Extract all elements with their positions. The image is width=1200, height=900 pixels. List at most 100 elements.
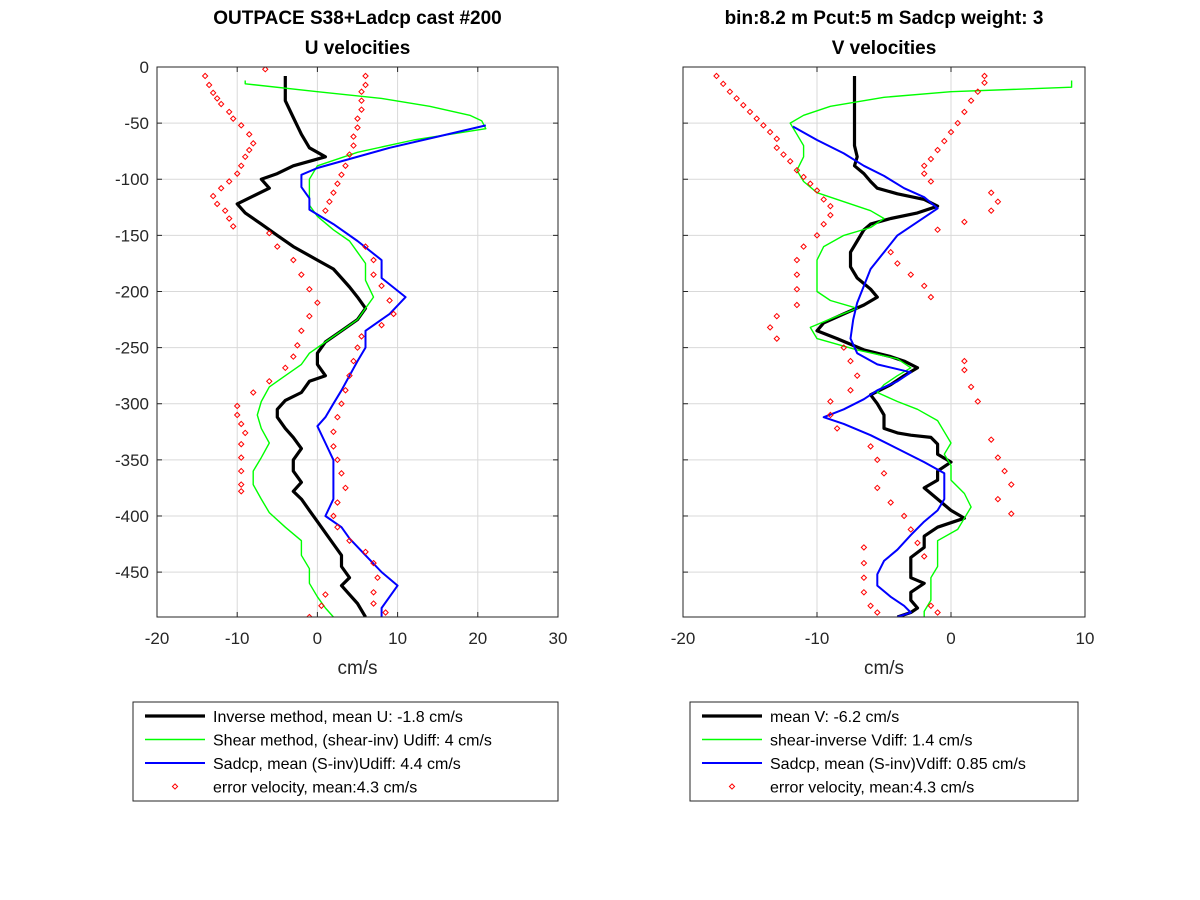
error-velocity-marker xyxy=(827,211,834,219)
error-velocity-marker xyxy=(987,207,995,214)
error-velocity-marker xyxy=(294,342,301,349)
error-velocity-marker xyxy=(873,609,881,616)
error-velocity-marker xyxy=(322,207,329,214)
x-axis-label: cm/s xyxy=(337,658,377,679)
error-velocity-marker xyxy=(987,189,995,197)
error-velocity-marker xyxy=(346,372,353,379)
error-velocity-marker xyxy=(847,386,854,394)
error-velocity-marker xyxy=(241,429,249,437)
error-velocity-marker xyxy=(1001,467,1008,475)
error-velocity-marker xyxy=(860,544,868,551)
error-velocity-marker xyxy=(967,383,975,391)
error-velocity-marker xyxy=(954,119,962,127)
error-velocity-marker xyxy=(840,344,848,351)
error-velocity-marker xyxy=(354,124,361,131)
y-tick-label: 0 xyxy=(140,58,149,77)
error-velocity-marker xyxy=(241,153,249,161)
legend-box xyxy=(132,701,559,802)
x-tick-label: 0 xyxy=(313,629,322,648)
error-velocity-marker xyxy=(920,162,928,170)
error-velocity-marker xyxy=(920,170,928,177)
error-velocity-marker xyxy=(940,137,948,145)
error-velocity-marker xyxy=(229,115,237,122)
plot-area xyxy=(683,67,1085,617)
error-velocity-marker xyxy=(860,559,868,567)
error-velocity-marker xyxy=(330,512,337,520)
error-velocity-marker xyxy=(981,79,988,87)
error-velocity-marker xyxy=(358,88,365,96)
error-velocity-marker xyxy=(338,470,345,477)
error-velocity-marker xyxy=(233,170,241,177)
error-velocity-marker xyxy=(370,271,377,278)
error-velocity-marker xyxy=(873,456,881,464)
error-velocity-marker xyxy=(273,243,281,250)
axes-box xyxy=(682,66,1086,618)
axes-box xyxy=(156,66,559,618)
error-velocity-marker xyxy=(746,108,754,116)
error-velocity-marker xyxy=(290,353,297,360)
error-velocity-marker xyxy=(237,162,245,170)
error-velocity-marker xyxy=(813,187,821,194)
error-velocity-marker xyxy=(209,192,217,200)
error-velocity-marker xyxy=(981,72,988,80)
error-velocity-marker xyxy=(773,335,781,342)
error-velocity-marker xyxy=(318,602,325,610)
error-velocity-marker xyxy=(370,588,377,596)
x-tick-label: 20 xyxy=(468,629,487,648)
error-velocity-marker xyxy=(362,243,369,250)
error-velocity-marker xyxy=(378,321,385,329)
error-velocity-marker xyxy=(860,574,868,582)
error-velocity-marker xyxy=(334,413,341,421)
series-group xyxy=(201,67,487,617)
series-group xyxy=(713,72,1073,617)
error-velocity-marker xyxy=(920,553,928,560)
error-velocity-marker xyxy=(370,559,377,567)
error-velocity-marker xyxy=(386,297,393,304)
error-velocity-marker xyxy=(947,128,955,136)
error-velocity-marker xyxy=(358,97,365,104)
x-tick-label: -10 xyxy=(805,629,830,648)
legend-marker-error xyxy=(728,783,736,790)
error-velocity-marker xyxy=(334,523,341,531)
error-velocity-marker xyxy=(773,312,781,320)
error-velocity-marker xyxy=(265,377,273,385)
inverse-series-line xyxy=(235,76,368,617)
error-velocity-marker xyxy=(793,285,801,293)
error-velocity-marker xyxy=(961,218,968,226)
error-velocity-marker xyxy=(793,271,801,278)
shear-series-line xyxy=(789,80,1073,617)
error-velocity-marker xyxy=(237,420,245,428)
error-velocity-marker xyxy=(827,202,834,210)
error-velocity-marker xyxy=(237,122,245,129)
error-velocity-marker xyxy=(362,548,369,556)
legend: mean V: -6.2 cm/s shear-inverse Vdiff: 1.… xyxy=(689,701,1079,802)
error-velocity-marker xyxy=(225,108,233,116)
y-tick-label: -300 xyxy=(115,395,149,414)
error-velocity-marker xyxy=(342,386,349,394)
error-velocity-marker xyxy=(237,454,245,461)
error-velocity-marker xyxy=(1007,481,1015,488)
error-velocity-marker xyxy=(290,256,297,264)
error-velocity-marker xyxy=(813,232,821,239)
error-velocity-marker xyxy=(793,301,801,309)
chart-title: bin:8.2 m Pcut:5 m Sadcp weight: 3 xyxy=(725,8,1044,29)
error-velocity-marker xyxy=(934,609,941,616)
error-velocity-marker xyxy=(887,248,895,256)
error-velocity-series xyxy=(201,67,397,617)
error-velocity-marker xyxy=(880,470,888,477)
error-velocity-marker xyxy=(358,333,365,340)
error-velocity-marker xyxy=(330,443,337,450)
x-tick-label: 30 xyxy=(549,629,568,648)
error-velocity-marker xyxy=(350,142,357,149)
chart-subtitle: V velocities xyxy=(832,38,937,59)
y-tick-label: -50 xyxy=(124,114,149,133)
error-velocity-marker xyxy=(760,122,767,129)
error-velocity-marker xyxy=(338,400,345,408)
error-velocity-marker xyxy=(793,166,801,174)
error-velocity-marker xyxy=(820,220,828,228)
legend-entry: error velocity, mean:4.3 cm/s xyxy=(770,780,974,797)
error-velocity-marker xyxy=(233,402,241,410)
error-velocity-marker xyxy=(225,178,233,185)
x-tick-label: 10 xyxy=(388,629,407,648)
error-velocity-marker xyxy=(860,588,868,596)
